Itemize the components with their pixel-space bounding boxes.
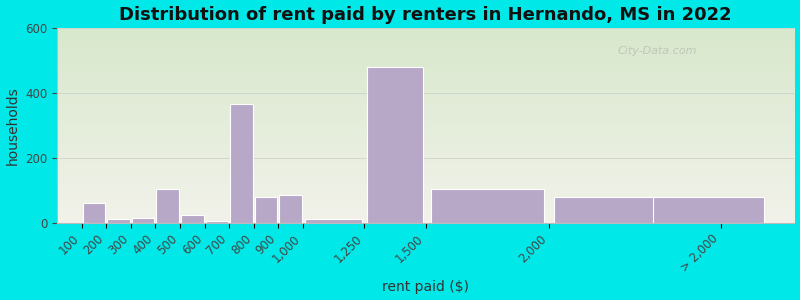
Bar [430,189,544,223]
Y-axis label: households: households [6,86,19,165]
Bar [82,203,106,223]
Bar [254,197,278,223]
Bar [107,220,130,223]
Bar [206,221,228,223]
Bar [653,197,764,223]
Bar [279,195,302,223]
Bar [554,197,666,223]
Bar [306,220,362,223]
Title: Distribution of rent paid by renters in Hernando, MS in 2022: Distribution of rent paid by renters in … [119,6,732,24]
Bar [230,104,253,223]
Text: City-Data.com: City-Data.com [618,46,697,56]
Bar [132,218,154,223]
Bar [366,67,423,223]
Bar [181,214,203,223]
X-axis label: rent paid ($): rent paid ($) [382,280,470,294]
Bar [156,189,179,223]
